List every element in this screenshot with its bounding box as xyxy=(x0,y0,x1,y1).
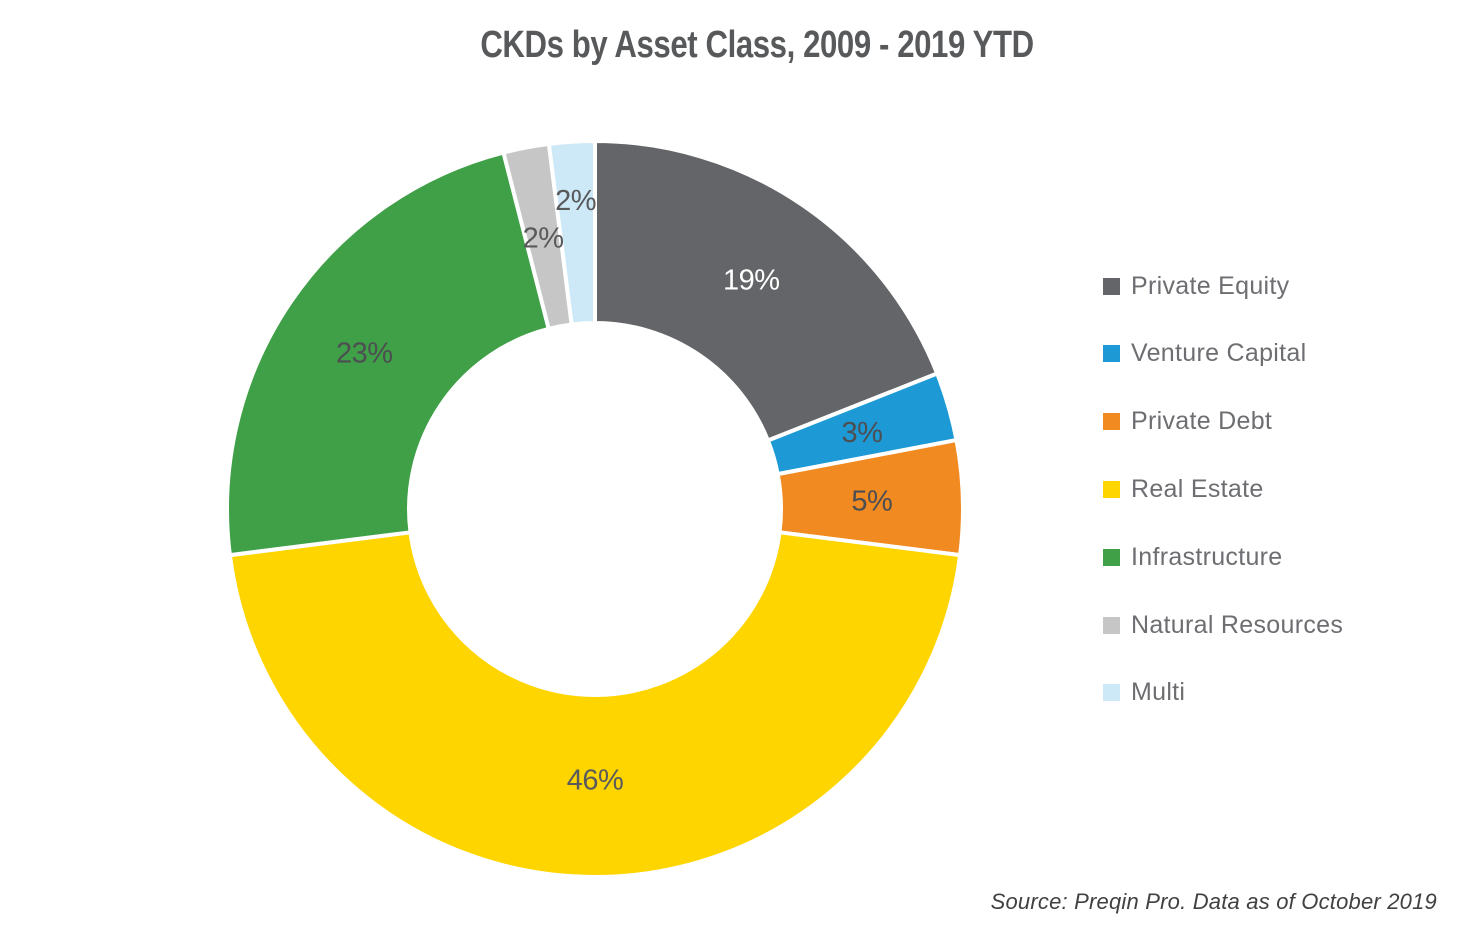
chart-title: CKDs by Asset Class, 2009 - 2019 YTD xyxy=(480,24,1034,66)
slice-label-private-equity: 19% xyxy=(723,265,780,297)
source-note: Source: Preqin Pro. Data as of October 2… xyxy=(990,889,1437,914)
donut-slice-infrastructure xyxy=(224,150,552,558)
slice-label-private-debt: 5% xyxy=(851,486,892,518)
slice-label-infrastructure: 23% xyxy=(336,338,393,370)
donut-slice-private-equity xyxy=(593,138,940,444)
donut-slice-multi xyxy=(546,138,597,327)
slice-label-venture-capital: 3% xyxy=(841,417,882,449)
slice-label-multi: 2% xyxy=(555,185,596,217)
donut-slice-real-estate xyxy=(227,530,963,879)
slice-label-real-estate: 46% xyxy=(567,764,624,796)
slice-label-natural-resources: 2% xyxy=(523,222,564,254)
